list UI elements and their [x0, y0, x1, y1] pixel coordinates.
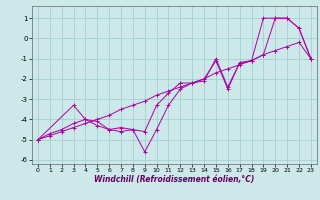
X-axis label: Windchill (Refroidissement éolien,°C): Windchill (Refroidissement éolien,°C) — [94, 175, 255, 184]
